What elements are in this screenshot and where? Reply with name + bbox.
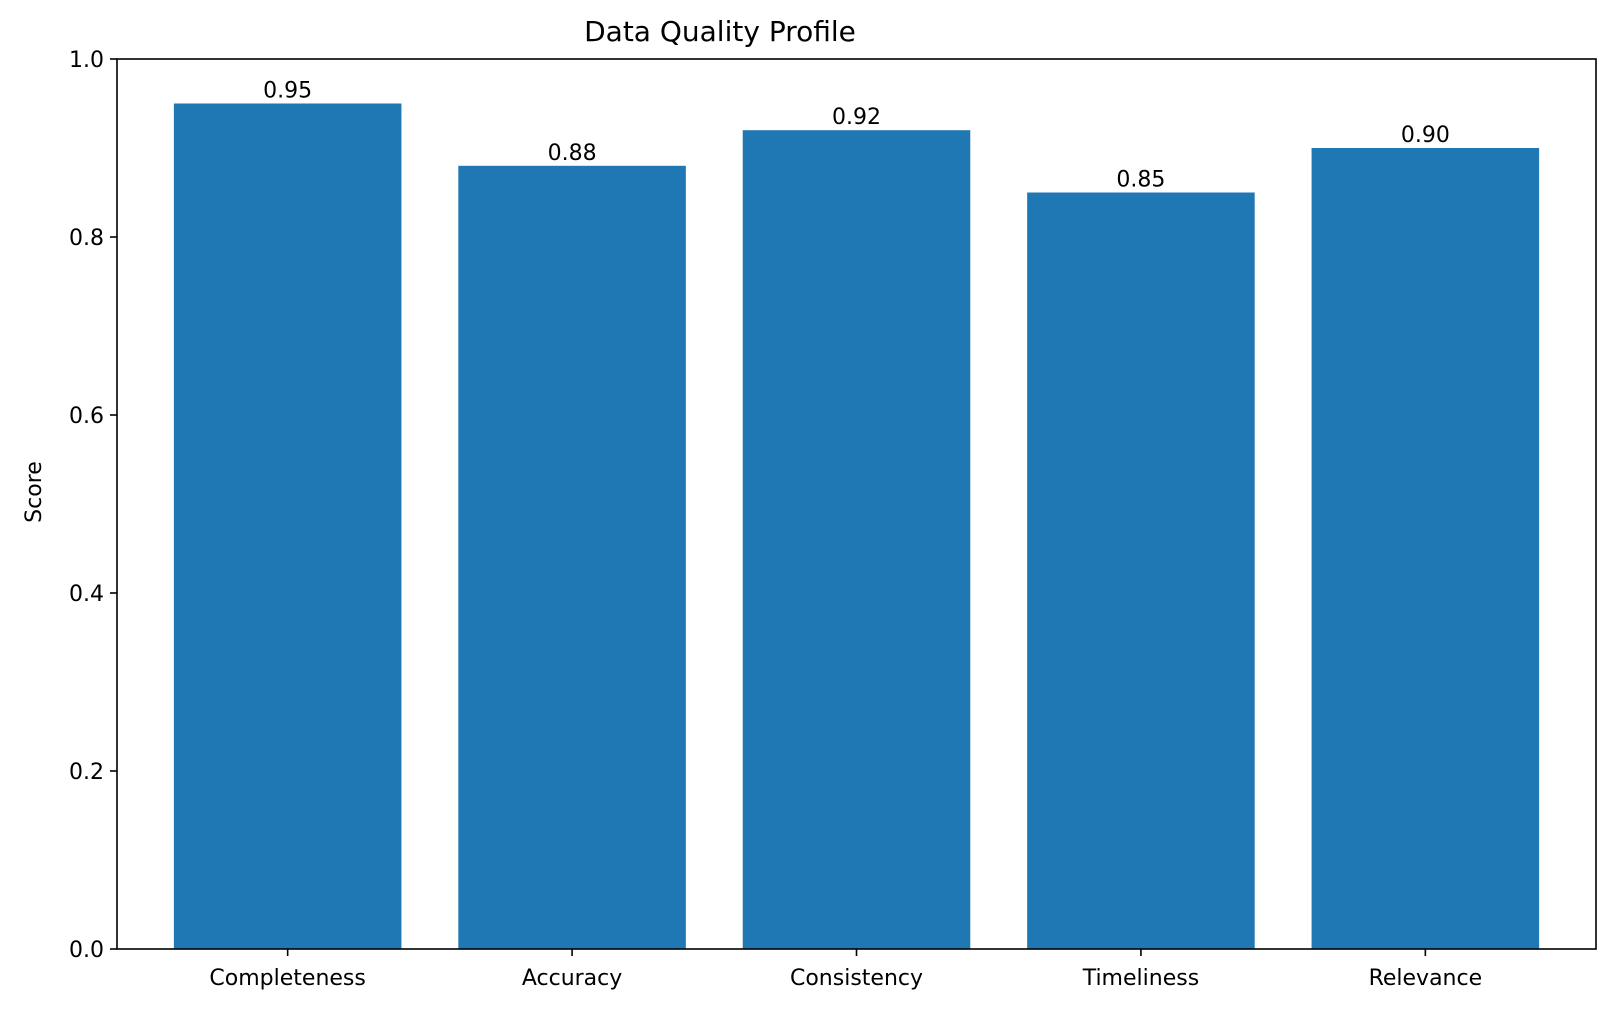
data-label-completeness: 0.95 bbox=[263, 79, 312, 104]
x-tick-label-accuracy: Accuracy bbox=[522, 966, 622, 991]
x-tick-label-completeness: Completeness bbox=[209, 966, 365, 991]
data-label-consistency: 0.92 bbox=[832, 105, 881, 130]
y-axis-ticks: 0.0 0.2 0.4 0.6 0.8 1.0 bbox=[69, 48, 117, 963]
data-label-accuracy: 0.88 bbox=[548, 141, 597, 166]
bar-accuracy bbox=[458, 165, 686, 950]
y-tick-label: 1.0 bbox=[69, 48, 104, 73]
y-tick-label: 0.2 bbox=[69, 760, 104, 785]
x-tick-label-relevance: Relevance bbox=[1369, 966, 1483, 991]
bars-group bbox=[173, 103, 1540, 950]
y-tick-label: 0.0 bbox=[69, 938, 104, 963]
chart-title: Data Quality Profile bbox=[584, 15, 856, 48]
y-tick-label: 0.4 bbox=[69, 582, 104, 607]
data-label-relevance: 0.90 bbox=[1401, 123, 1450, 148]
data-labels-group: 0.95 0.88 0.92 0.85 0.90 bbox=[263, 79, 1450, 193]
plot-frame bbox=[116, 58, 1597, 950]
y-tick-label: 0.6 bbox=[69, 404, 104, 429]
bar-consistency bbox=[742, 130, 971, 949]
x-axis-ticks: Completeness Accuracy Consistency Timelines… bbox=[209, 949, 1482, 991]
x-tick-label-timeliness: Timeliness bbox=[1082, 966, 1199, 991]
bar-timeliness bbox=[1027, 192, 1255, 949]
x-tick-label-consistency: Consistency bbox=[790, 966, 923, 991]
y-axis-label: Score bbox=[22, 461, 47, 523]
data-label-timeliness: 0.85 bbox=[1116, 168, 1165, 193]
bar-completeness bbox=[173, 103, 402, 949]
y-tick-label: 0.8 bbox=[69, 226, 104, 251]
bar-relevance bbox=[1311, 148, 1540, 949]
